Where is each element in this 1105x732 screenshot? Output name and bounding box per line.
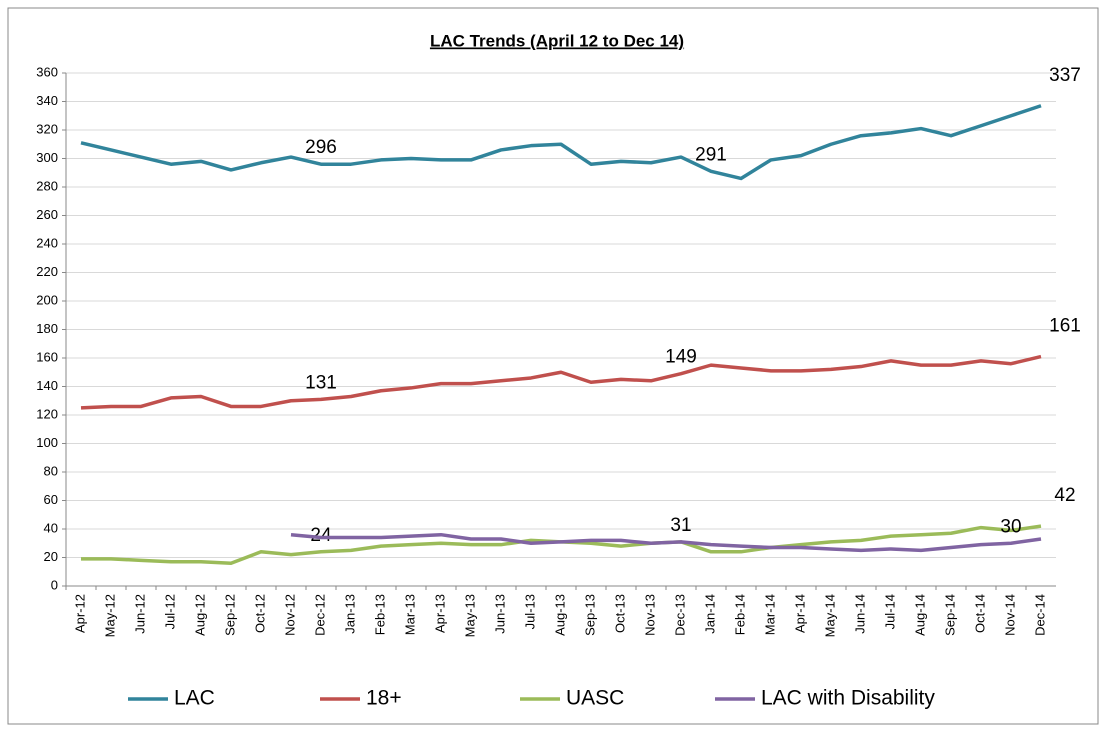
series-line xyxy=(80,354,1042,410)
y-tick-label: 180 xyxy=(36,321,58,336)
y-tick-label: 220 xyxy=(36,264,58,279)
x-tick-label: Aug-12 xyxy=(192,594,207,636)
x-tick-label: Aug-14 xyxy=(912,594,927,636)
x-tick-label: Nov-14 xyxy=(1002,594,1017,636)
x-tick-label: Feb-13 xyxy=(372,594,387,635)
data-label: 296 xyxy=(305,137,337,158)
data-label: 131 xyxy=(305,372,337,393)
x-tick-label: Jul-13 xyxy=(522,594,537,629)
x-tick-label: Apr-12 xyxy=(72,594,87,633)
y-tick-label: 60 xyxy=(44,492,58,507)
x-tick-label: Apr-13 xyxy=(432,594,447,633)
x-tick-label: Jul-14 xyxy=(882,594,897,629)
y-tick-label: 320 xyxy=(36,121,58,136)
x-tick-label: Jun-13 xyxy=(492,594,507,634)
y-tick-label: 360 xyxy=(36,64,58,79)
x-tick-label: Jan-14 xyxy=(702,594,717,634)
y-tick-label: 260 xyxy=(36,207,58,222)
x-tick-label: Mar-13 xyxy=(402,594,417,635)
x-tick-label: Dec-13 xyxy=(672,594,687,636)
data-label: 24 xyxy=(310,525,332,546)
y-tick-label: 160 xyxy=(36,349,58,364)
y-tick-label: 120 xyxy=(36,406,58,421)
series-line xyxy=(80,104,1042,181)
legend-label: LAC xyxy=(174,687,215,710)
x-tick-label: Sep-13 xyxy=(582,594,597,636)
x-tick-label: Oct-12 xyxy=(252,594,267,633)
y-tick-label: 100 xyxy=(36,435,58,450)
legend-label: LAC with Disability xyxy=(761,687,935,710)
x-tick-label: May-14 xyxy=(822,594,837,637)
y-tick-label: 0 xyxy=(51,577,58,592)
x-tick-label: Feb-14 xyxy=(732,594,747,635)
x-tick-label: May-12 xyxy=(102,594,117,637)
x-tick-label: Jul-12 xyxy=(162,594,177,629)
x-tick-label: Aug-13 xyxy=(552,594,567,636)
x-tick-label: Dec-12 xyxy=(312,594,327,636)
x-tick-label: Oct-13 xyxy=(612,594,627,633)
legend-label: UASC xyxy=(566,687,624,710)
x-tick-label: Jun-12 xyxy=(132,594,147,634)
x-tick-label: Dec-14 xyxy=(1032,594,1047,636)
x-tick-label: Jun-14 xyxy=(852,594,867,634)
y-tick-label: 200 xyxy=(36,292,58,307)
y-tick-label: 340 xyxy=(36,93,58,108)
x-tick-label: Jan-13 xyxy=(342,594,357,634)
x-tick-label: Oct-14 xyxy=(972,594,987,633)
y-tick-label: 20 xyxy=(44,549,58,564)
y-tick-label: 140 xyxy=(36,378,58,393)
x-tick-label: Sep-12 xyxy=(222,594,237,636)
x-tick-label: Nov-12 xyxy=(282,594,297,636)
data-label: 291 xyxy=(695,144,727,165)
data-label: 30 xyxy=(1000,516,1021,537)
legend-label: 18+ xyxy=(366,687,402,710)
data-label: 337 xyxy=(1049,65,1081,86)
data-label: 149 xyxy=(665,347,697,368)
y-tick-label: 280 xyxy=(36,178,58,193)
data-label: 31 xyxy=(670,515,691,536)
data-label: 161 xyxy=(1049,316,1081,337)
x-tick-label: Nov-13 xyxy=(642,594,657,636)
y-tick-label: 40 xyxy=(44,520,58,535)
y-tick-label: 80 xyxy=(44,463,58,478)
x-tick-label: Sep-14 xyxy=(942,594,957,636)
series-line xyxy=(290,532,1042,553)
x-tick-label: May-13 xyxy=(462,594,477,637)
y-tick-label: 300 xyxy=(36,150,58,165)
x-tick-label: Mar-14 xyxy=(762,594,777,635)
data-label: 42 xyxy=(1054,485,1075,506)
y-tick-label: 240 xyxy=(36,235,58,250)
chart-title: LAC Trends (April 12 to Dec 14) xyxy=(430,31,684,50)
x-tick-label: Apr-14 xyxy=(792,594,807,633)
